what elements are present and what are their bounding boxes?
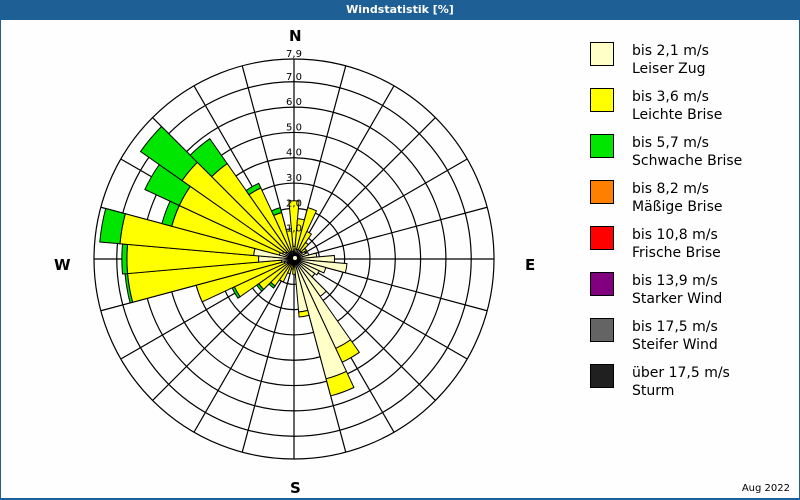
wind-sector (270, 207, 283, 217)
legend-speed: bis 8,2 m/s (632, 181, 709, 197)
wind-sector (298, 309, 310, 318)
ring-label: 7,9 (286, 49, 302, 60)
wind-sector (288, 200, 300, 247)
wind-sector (300, 247, 308, 254)
wind-sector (189, 138, 228, 178)
compass-south-label: S (290, 479, 301, 497)
wind-sector (293, 258, 348, 380)
legend-label: Mäßige Brise (632, 199, 723, 215)
legend-speed: bis 3,6 m/s (632, 89, 709, 105)
legend-speed: über 17,5 m/s (632, 365, 730, 381)
legend-label: Steifer Wind (632, 337, 718, 353)
wind-sector (139, 125, 199, 182)
ring-label: 1,0 (286, 224, 302, 235)
wind-sector (245, 182, 262, 196)
period-label: Aug 2022 (741, 483, 790, 494)
legend-speed: bis 17,5 m/s (632, 319, 718, 335)
ring-label: 4,0 (286, 148, 302, 159)
compass-west-label: W (54, 256, 71, 274)
legend-label: Frische Brise (632, 245, 721, 261)
wind-sector (296, 207, 318, 251)
legend-speed: bis 2,1 m/s (632, 43, 709, 59)
legend-label: Sturm (632, 383, 675, 399)
wind-sector (121, 243, 129, 275)
ring-label: 2,0 (286, 198, 302, 209)
wind-sector (285, 228, 294, 253)
legend-swatch (590, 42, 614, 66)
compass-east-label: E (525, 256, 536, 274)
ring-label: 6,0 (286, 97, 302, 108)
legend-speed: bis 5,7 m/s (632, 135, 709, 151)
compass-north-label: N (289, 27, 302, 45)
center-hub-inner (293, 256, 297, 260)
chart-title: Windstatistik [%] (0, 0, 800, 20)
legend-swatch (590, 88, 614, 112)
wind-sector (297, 230, 313, 252)
legend-swatch (590, 318, 614, 342)
wind-sector (299, 241, 310, 253)
legend-speed: bis 13,9 m/s (632, 273, 718, 289)
legend-label: Starker Wind (632, 291, 723, 307)
ring-label: 3,0 (286, 173, 302, 184)
legend-label: Leiser Zug (632, 61, 706, 77)
legend-swatch (590, 180, 614, 204)
ring-label: 7,0 (286, 72, 302, 83)
wind-sector (99, 207, 126, 245)
legend-swatch (590, 272, 614, 296)
legend-speed: bis 10,8 m/s (632, 227, 718, 243)
legend-label: Leichte Brise (632, 107, 723, 123)
legend-swatch (590, 134, 614, 158)
wind-rose-chart: 1,0 2,0 3,0 4,0 5,0 6,0 7,0 7,9 (93, 49, 495, 460)
legend-swatch (590, 364, 614, 388)
bottom-border (0, 498, 800, 500)
legend-swatch (590, 226, 614, 250)
ring-label: 5,0 (286, 122, 302, 133)
wind-sector (325, 370, 355, 397)
legend-label: Schwache Brise (632, 153, 743, 169)
